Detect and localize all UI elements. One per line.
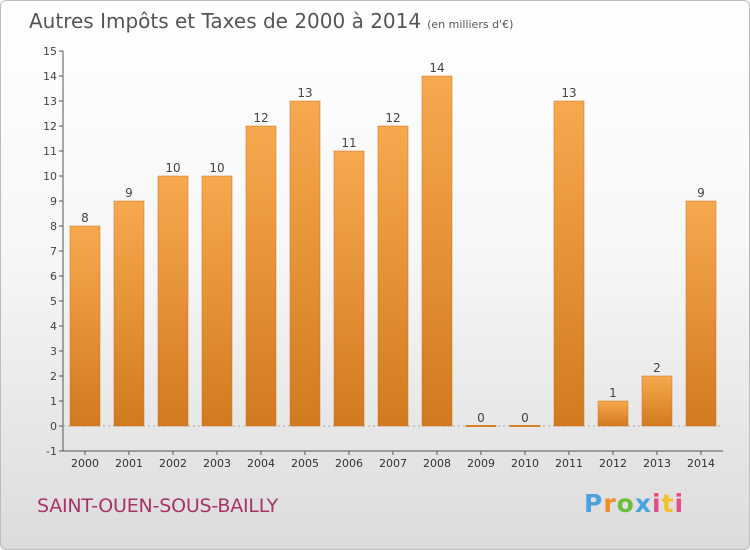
- logo-letter: i: [674, 489, 685, 518]
- bar: [685, 200, 717, 427]
- y-tick-label: -1: [46, 445, 57, 458]
- y-tick-label: 8: [50, 220, 57, 233]
- bar: [245, 125, 277, 427]
- data-label: 10: [165, 161, 180, 175]
- y-tick-label: 5: [50, 295, 57, 308]
- bar: [421, 75, 453, 427]
- data-label: 2: [653, 361, 661, 375]
- bar: [509, 425, 541, 427]
- x-tick-label: 2009: [467, 457, 495, 470]
- chart-title-text: Autres Impôts et Taxes de 2000 à 2014: [29, 9, 422, 33]
- y-tick-label: 14: [43, 70, 57, 83]
- data-label: 13: [297, 86, 312, 100]
- y-tick-label: 3: [50, 345, 57, 358]
- y-tick-label: 1: [50, 395, 57, 408]
- data-label: 10: [209, 161, 224, 175]
- bar: [201, 175, 233, 427]
- logo-letter: i: [652, 489, 662, 518]
- bar: [289, 100, 321, 427]
- x-tick-label: 2002: [159, 457, 187, 470]
- logo-letter: o: [616, 489, 635, 518]
- chart-labels: 8200092001102002102003122004132005112006…: [71, 61, 715, 470]
- y-tick-label: 2: [50, 370, 57, 383]
- x-tick-label: 2004: [247, 457, 275, 470]
- y-tick-label: 6: [50, 270, 57, 283]
- bar: [333, 150, 365, 427]
- x-tick-label: 2006: [335, 457, 363, 470]
- data-label: 12: [385, 111, 400, 125]
- y-tick-label: 0: [50, 420, 57, 433]
- bar: [113, 200, 145, 427]
- y-tick-label: 13: [43, 95, 57, 108]
- x-tick-label: 2008: [423, 457, 451, 470]
- proxiti-logo[interactable]: Proxiti: [584, 489, 684, 518]
- bar: [69, 225, 101, 427]
- data-label: 9: [697, 186, 705, 200]
- y-tick-label: 9: [50, 195, 57, 208]
- data-label: 1: [609, 386, 617, 400]
- data-label: 12: [253, 111, 268, 125]
- logo-letter: t: [661, 489, 675, 518]
- bar: [157, 175, 189, 427]
- x-tick-label: 2010: [511, 457, 539, 470]
- x-tick-label: 2001: [115, 457, 143, 470]
- chart-title: Autres Impôts et Taxes de 2000 à 2014 (en…: [29, 9, 513, 33]
- logo-letter: P: [584, 489, 604, 518]
- x-tick-label: 2005: [291, 457, 319, 470]
- data-label: 11: [341, 136, 356, 150]
- y-tick-label: 4: [50, 320, 57, 333]
- data-label: 14: [429, 61, 444, 75]
- x-tick-label: 2003: [203, 457, 231, 470]
- x-tick-label: 2014: [687, 457, 715, 470]
- y-tick-label: 10: [43, 170, 57, 183]
- logo-letter: r: [603, 489, 617, 518]
- x-tick-label: 2011: [555, 457, 583, 470]
- y-tick-label: 7: [50, 245, 57, 258]
- logo-letter: x: [634, 489, 652, 518]
- commune-name: SAINT-OUEN-SOUS-BAILLY: [37, 495, 279, 517]
- x-tick-label: 2012: [599, 457, 627, 470]
- chart-subtitle: (en milliers d'€): [427, 18, 514, 31]
- y-tick-label: 11: [43, 145, 57, 158]
- y-tick-label: 15: [43, 45, 57, 58]
- bar: [553, 100, 585, 427]
- y-tick-label: 12: [43, 120, 57, 133]
- x-tick-label: 2000: [71, 457, 99, 470]
- bar: [597, 400, 629, 427]
- chart-bars: [69, 75, 717, 427]
- data-label: 0: [521, 411, 529, 425]
- bar: [377, 125, 409, 427]
- x-tick-label: 2007: [379, 457, 407, 470]
- x-tick-label: 2013: [643, 457, 671, 470]
- data-label: 13: [561, 86, 576, 100]
- bar: [641, 375, 673, 427]
- data-label: 0: [477, 411, 485, 425]
- data-label: 9: [125, 186, 133, 200]
- bar: [465, 425, 497, 427]
- data-label: 8: [81, 211, 89, 225]
